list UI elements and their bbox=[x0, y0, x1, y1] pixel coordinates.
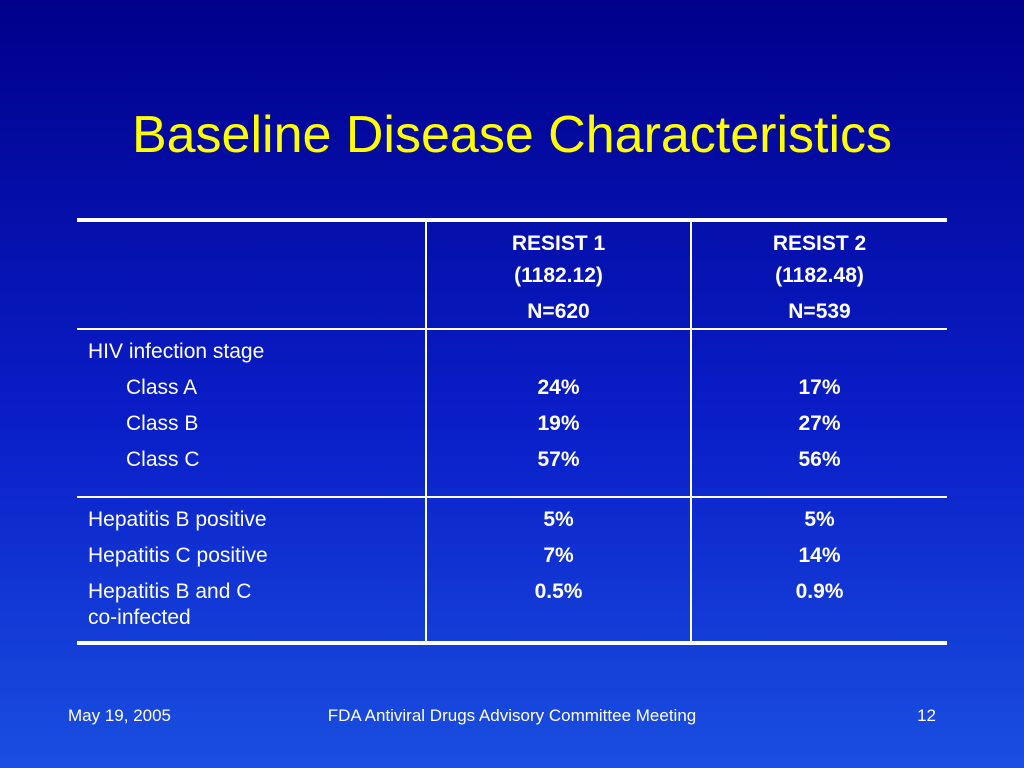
table-cell-value: 0.5% bbox=[534, 580, 583, 603]
hepatitis-resist1-values: 5% 7% 0.5% bbox=[427, 502, 690, 610]
table-cell-value: 27% bbox=[798, 412, 841, 435]
table-top-rule bbox=[77, 218, 947, 222]
hiv-stage-labels: HIV infection stage Class A Class B Clas… bbox=[88, 334, 418, 478]
table-cell-value: 19% bbox=[537, 412, 580, 435]
table-cell-value: 17% bbox=[798, 376, 841, 399]
footer-page-number: 12 bbox=[917, 706, 936, 725]
table-header-rule bbox=[77, 328, 947, 330]
footer-meeting: FDA Antiviral Drugs Advisory Committee M… bbox=[327, 706, 697, 725]
header-protocol: (1182.48) bbox=[775, 264, 864, 287]
row-label: Hepatitis B and C bbox=[88, 580, 252, 603]
row-label: Class A bbox=[126, 376, 198, 399]
hiv-stage-resist2-values: 17% 27% 56% bbox=[692, 370, 947, 478]
table-bottom-rule bbox=[77, 641, 947, 645]
slide-title: Baseline Disease Characteristics bbox=[131, 106, 893, 164]
table-column-divider bbox=[690, 218, 692, 645]
table-column-divider bbox=[425, 218, 427, 645]
header-resist2: RESIST 2 (1182.48) N=539 bbox=[692, 228, 947, 328]
header-study-name: RESIST 1 bbox=[511, 232, 606, 255]
hepatitis-resist2-values: 5% 14% 0.9% bbox=[692, 502, 947, 610]
header-study-name: RESIST 2 bbox=[772, 232, 867, 255]
table-cell-value: 0.9% bbox=[795, 580, 844, 603]
header-n: N=539 bbox=[788, 300, 851, 323]
hepatitis-labels: Hepatitis B positive Hepatitis C positiv… bbox=[88, 502, 418, 632]
table-section-rule bbox=[77, 496, 947, 498]
header-resist1: RESIST 1 (1182.12) N=620 bbox=[427, 228, 690, 328]
footer-date: May 19, 2005 bbox=[68, 706, 172, 725]
table-cell-value: 7% bbox=[543, 544, 574, 567]
table-cell-value: 5% bbox=[804, 508, 835, 531]
section-heading: HIV infection stage bbox=[88, 340, 265, 363]
row-label: Hepatitis B positive bbox=[88, 508, 267, 531]
table-cell-value: 14% bbox=[798, 544, 841, 567]
hiv-stage-resist1-values: 24% 19% 57% bbox=[427, 370, 690, 478]
table-cell-value: 5% bbox=[543, 508, 574, 531]
row-label: Class C bbox=[126, 448, 200, 471]
table-cell-value: 56% bbox=[798, 448, 841, 471]
table-cell-value: 57% bbox=[537, 448, 580, 471]
header-n: N=620 bbox=[527, 300, 590, 323]
table-cell-value: 24% bbox=[537, 376, 580, 399]
row-label: Class B bbox=[126, 412, 199, 435]
header-protocol: (1182.12) bbox=[514, 264, 603, 287]
row-label: Hepatitis C positive bbox=[88, 544, 268, 567]
row-label-continued: co-infected bbox=[88, 606, 191, 629]
